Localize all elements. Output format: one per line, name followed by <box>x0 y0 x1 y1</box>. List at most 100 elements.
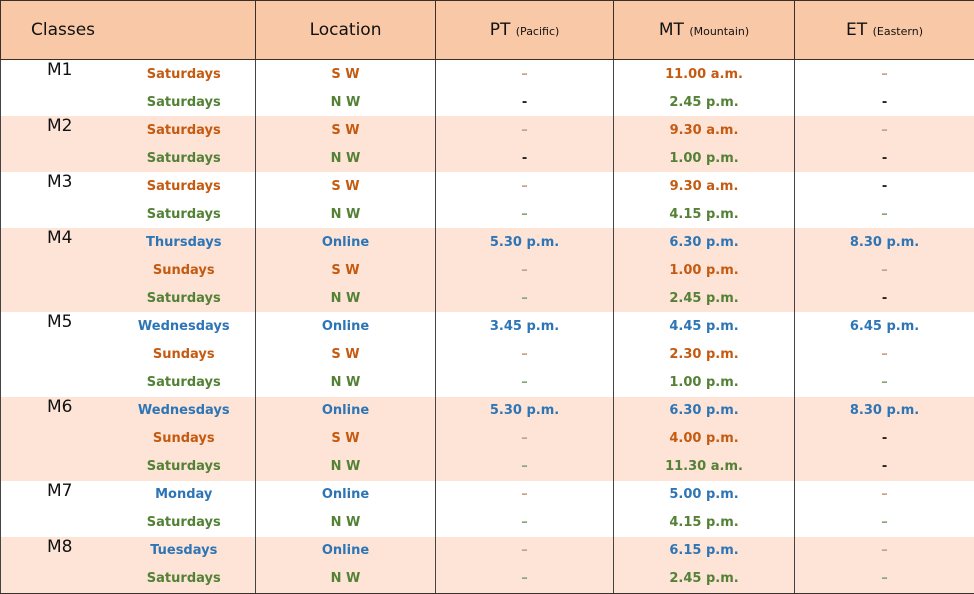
time-et: 8.30 p.m. <box>794 228 974 257</box>
class-day: Saturdays <box>112 452 257 481</box>
table-row: Sundays S W –1.00 p.m. – <box>0 256 974 285</box>
class-code <box>0 452 113 481</box>
time-mt: 4.15 p.m. <box>613 200 796 229</box>
class-location: N W <box>255 452 437 481</box>
table-row: Saturdays N W –11.30 a.m. - <box>0 452 974 481</box>
class-code: M4 <box>0 228 113 257</box>
time-pt: – <box>435 424 615 453</box>
time-mt: 6.30 p.m. <box>613 396 796 425</box>
class-day: Saturdays <box>112 88 257 117</box>
time-et: – <box>794 508 974 537</box>
time-pt: – <box>435 284 615 313</box>
time-pt: – <box>435 340 615 369</box>
time-mt: 5.00 p.m. <box>613 480 796 509</box>
time-pt: – <box>435 256 615 285</box>
header-classes: Classes <box>0 0 257 60</box>
table-row: Saturdays N W –1.00 p.m. – <box>0 368 974 397</box>
time-pt: – <box>435 480 615 509</box>
class-code <box>0 200 113 229</box>
class-day: Saturdays <box>112 508 257 537</box>
header-mt-sub: (Mountain) <box>689 25 750 38</box>
table-row: M3 Saturdays S W –9.30 a.m. - <box>0 172 974 201</box>
time-mt: 6.30 p.m. <box>613 228 796 257</box>
time-et: – <box>794 368 974 397</box>
table-row: M2 Saturdays S W –9.30 a.m. – <box>0 116 974 145</box>
class-location: N W <box>255 200 437 229</box>
time-mt: 2.45 p.m. <box>613 284 796 313</box>
class-code: M7 <box>0 480 113 509</box>
class-code: M3 <box>0 172 113 201</box>
time-pt: - <box>435 144 615 173</box>
header-pt-sub: (Pacific) <box>515 25 560 38</box>
class-day: Thursdays <box>112 228 257 257</box>
time-pt: – <box>435 536 615 565</box>
class-day: Saturdays <box>112 59 257 89</box>
time-mt: 11.30 a.m. <box>613 452 796 481</box>
table-row: Saturdays N W -1.00 p.m. - <box>0 144 974 173</box>
time-pt: – <box>435 508 615 537</box>
time-mt: 2.45 p.m. <box>613 564 796 594</box>
class-code <box>0 508 113 537</box>
class-day: Monday <box>112 480 257 509</box>
class-day: Saturdays <box>112 144 257 173</box>
time-et: – <box>794 256 974 285</box>
time-et: - <box>794 284 974 313</box>
time-mt: 4.45 p.m. <box>613 312 796 341</box>
class-location: Online <box>255 228 437 257</box>
class-code: M2 <box>0 116 113 145</box>
class-day: Sundays <box>112 424 257 453</box>
class-code <box>0 144 113 173</box>
class-location: S W <box>255 340 437 369</box>
table-row: Saturdays N W -2.45 p.m. - <box>0 88 974 117</box>
header-mt: MT (Mountain) <box>613 0 796 60</box>
time-pt: – <box>435 452 615 481</box>
time-et: – <box>794 564 974 594</box>
time-mt: 2.30 p.m. <box>613 340 796 369</box>
time-pt: – <box>435 116 615 145</box>
class-location: N W <box>255 564 437 594</box>
time-mt: 9.30 a.m. <box>613 172 796 201</box>
header-et: ET (Eastern) <box>794 0 974 60</box>
class-code: M6 <box>0 396 113 425</box>
time-mt: 6.15 p.m. <box>613 536 796 565</box>
time-et: – <box>794 480 974 509</box>
table-row: M8 Tuesdays Online –6.15 p.m. – <box>0 536 974 565</box>
schedule-body: M1 Saturdays S W –11.00 a.m. – Saturdays N W-2… <box>0 59 974 594</box>
class-location: N W <box>255 508 437 537</box>
header-classes-label: Classes <box>31 20 96 40</box>
time-mt: 11.00 a.m. <box>613 59 796 89</box>
class-day: Saturdays <box>112 172 257 201</box>
time-pt: – <box>435 59 615 89</box>
table-row: Saturdays N W –2.45 p.m. – <box>0 564 974 594</box>
class-code <box>0 88 113 117</box>
time-mt: 1.00 p.m. <box>613 368 796 397</box>
time-pt: – <box>435 368 615 397</box>
table-row: Sundays S W –2.30 p.m. – <box>0 340 974 369</box>
table-row: M1 Saturdays S W –11.00 a.m. – <box>0 59 974 89</box>
class-day: Sundays <box>112 340 257 369</box>
class-code <box>0 284 113 313</box>
class-day: Saturdays <box>112 284 257 313</box>
time-pt: 3.45 p.m. <box>435 312 615 341</box>
time-pt: - <box>435 88 615 117</box>
time-et: – <box>794 59 974 89</box>
time-et: - <box>794 172 974 201</box>
time-mt: 1.00 p.m. <box>613 256 796 285</box>
header-et-sub: (Eastern) <box>872 25 923 38</box>
class-location: Online <box>255 480 437 509</box>
time-et: - <box>794 144 974 173</box>
class-day: Wednesdays <box>112 312 257 341</box>
class-code <box>0 424 113 453</box>
time-pt: – <box>435 200 615 229</box>
class-location: N W <box>255 284 437 313</box>
time-pt: 5.30 p.m. <box>435 228 615 257</box>
class-location: S W <box>255 256 437 285</box>
time-et: - <box>794 424 974 453</box>
header-pt: PT (Pacific) <box>435 0 615 60</box>
header-et-label: ET <box>846 20 868 40</box>
class-code <box>0 256 113 285</box>
class-location: S W <box>255 116 437 145</box>
time-mt: 4.00 p.m. <box>613 424 796 453</box>
header-pt-label: PT <box>489 20 511 40</box>
class-location: N W <box>255 368 437 397</box>
